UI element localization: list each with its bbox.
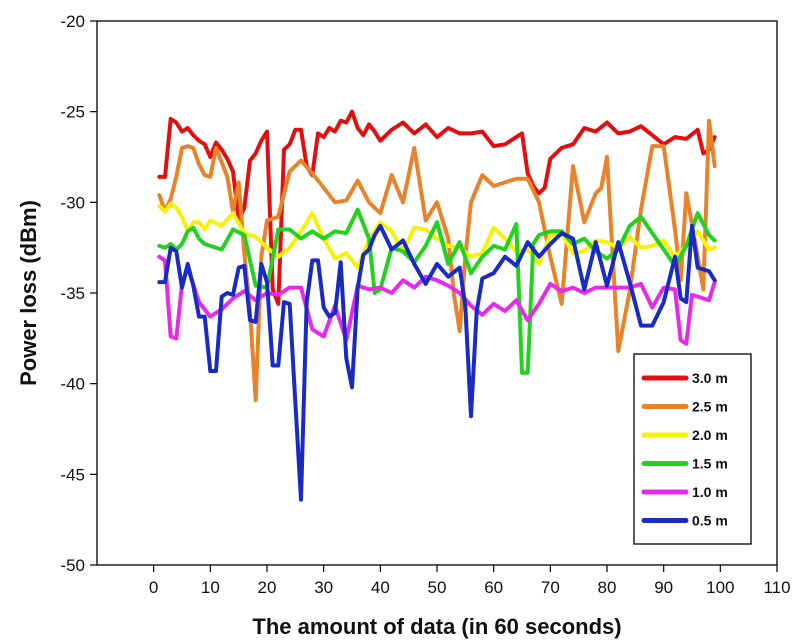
x-tick-label: 50 [428,578,447,597]
legend-label: 0.5 m [692,513,728,529]
series-line-2-5-m [157,118,717,402]
series-layer [157,109,717,502]
x-tick-label: 70 [541,578,560,597]
x-tick-label: 100 [706,578,734,597]
x-tick-label: 110 [763,578,790,597]
x-axis-ticks: 0 10 20 30 40 50 60 70 80 90 100 110 [149,565,791,597]
y-tick-label: -40 [60,375,85,394]
x-tick-label: 40 [371,578,390,597]
y-tick-label: -35 [60,284,85,303]
legend-label: 2.5 m [692,399,728,415]
x-axis-title: The amount of data (in 60 seconds) [252,614,621,639]
series-line-1-5-m [157,207,717,375]
series-line-3-0-m [157,109,717,306]
x-tick-label: 30 [314,578,333,597]
legend-label: 1.5 m [692,456,728,472]
x-tick-label: 10 [201,578,220,597]
x-tick-label: 60 [484,578,503,597]
y-axis-ticks: -20 -25 -30 -35 -40 -45 -50 [60,12,97,575]
y-tick-label: -45 [60,465,85,484]
x-tick-label: 0 [149,578,158,597]
series-line-0-5-m [157,223,717,502]
y-tick-label: -30 [60,193,85,212]
series-line-1-0-m [157,254,717,346]
y-tick-label: -20 [60,12,85,31]
x-tick-label: 90 [654,578,673,597]
legend-label: 3.0 m [692,370,728,386]
y-axis-title: Power loss (dBm) [16,200,41,386]
legend-box [633,353,752,545]
y-tick-label: -25 [60,103,85,122]
legend-label: 1.0 m [692,484,728,500]
legend-label: 2.0 m [692,427,728,443]
x-tick-label: 80 [598,578,617,597]
x-tick-label: 20 [258,578,277,597]
y-tick-label: -50 [60,556,85,575]
legend: 3.0 m 2.5 m 2.0 m 1.5 m 1.0 m 0.5 m [633,353,752,545]
